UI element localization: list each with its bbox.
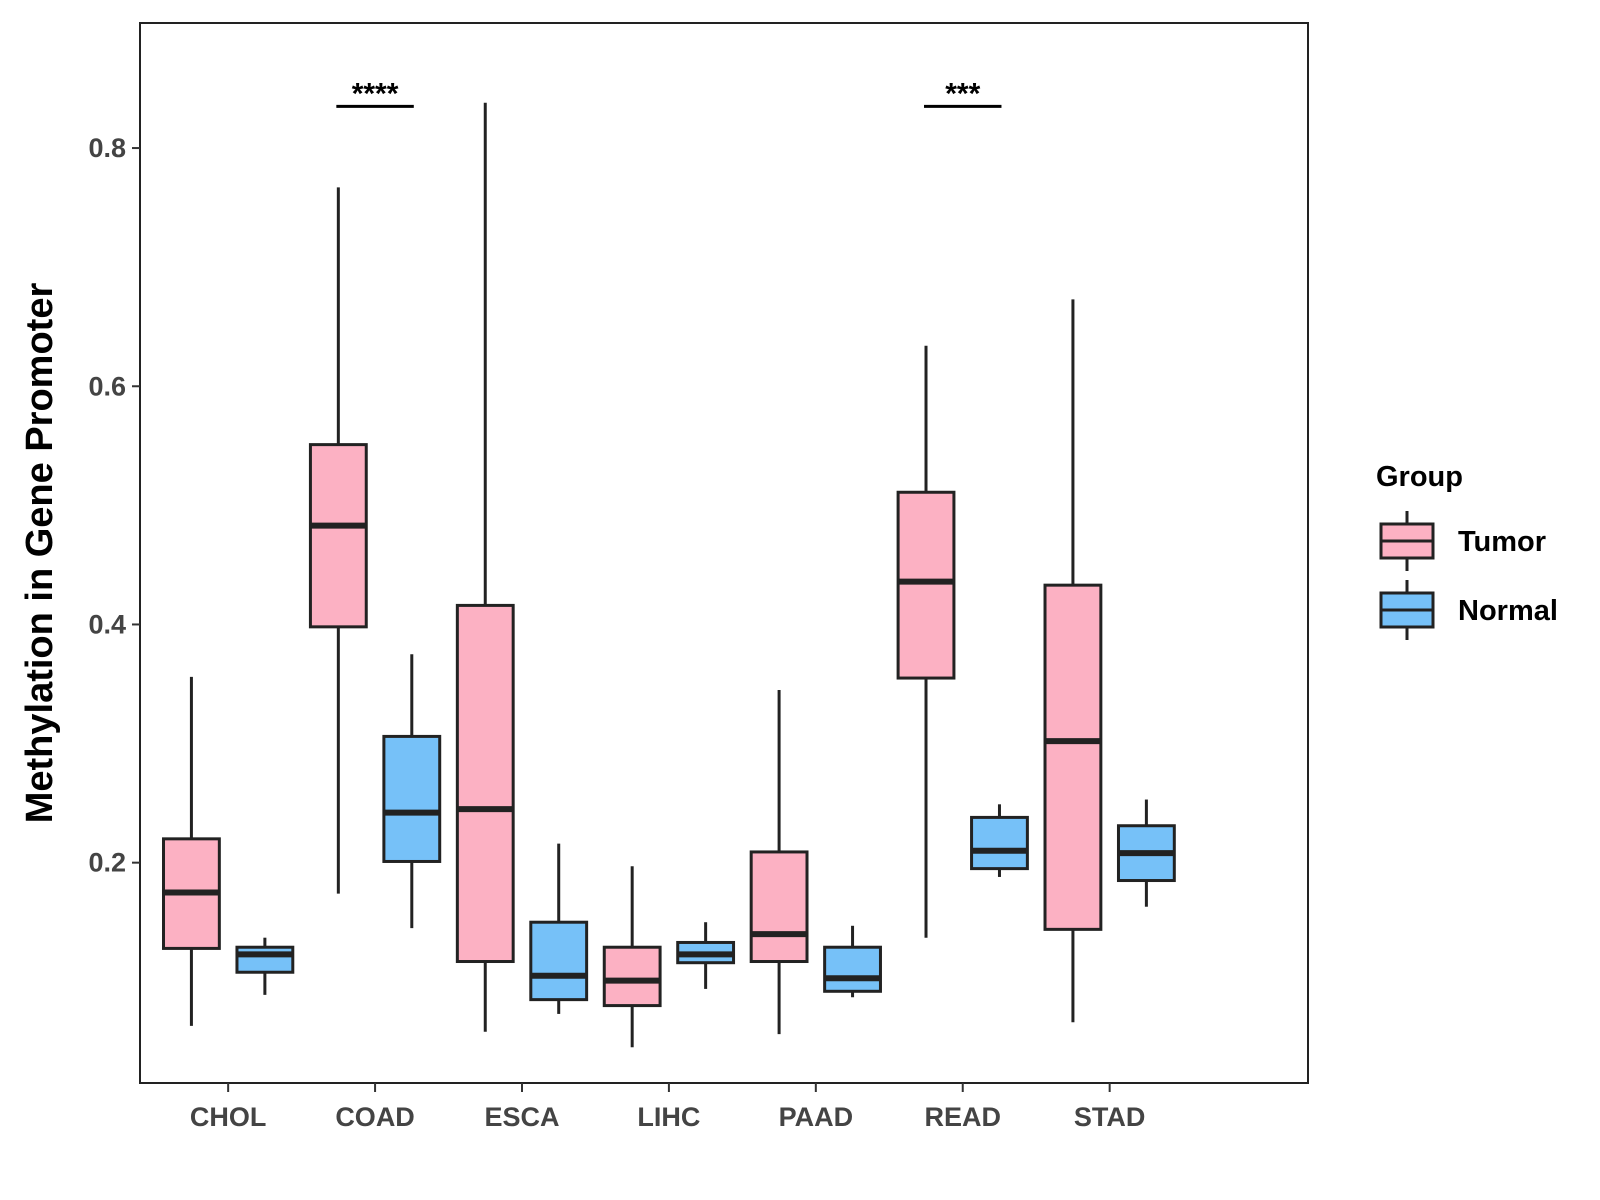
box-layer (162, 102, 1176, 1048)
y-axis: 0.2 0.4 0.6 0.8 (88, 133, 140, 878)
y-tick-label: 0.8 (88, 133, 126, 163)
box-tumor-stad (1043, 299, 1103, 1023)
x-tick-label: READ (924, 1102, 1001, 1132)
x-tick-label: LIHC (637, 1102, 700, 1132)
box-normal-lihc (676, 922, 736, 989)
box-tumor-read (896, 345, 956, 938)
y-tick-label: 0.6 (88, 371, 126, 401)
x-tick-label: CHOL (190, 1102, 267, 1132)
x-tick-label: PAAD (779, 1102, 854, 1132)
x-tick-label: ESCA (484, 1102, 559, 1132)
legend-title: Group (1376, 461, 1463, 493)
box-body (896, 490, 956, 680)
box-body (970, 815, 1029, 871)
box-tumor-coad (308, 187, 368, 894)
box-body (602, 945, 662, 1008)
box-tumor-lihc (602, 866, 662, 1048)
legend-label: Normal (1458, 595, 1558, 627)
legend-item-normal: Normal (1379, 580, 1558, 640)
y-axis-title: Methylation in Gene Promoter (19, 283, 61, 824)
box-normal-coad (382, 654, 442, 929)
y-tick-label: 0.2 (88, 848, 126, 878)
legend-item-tumor: Tumor (1379, 511, 1546, 571)
box-normal-stad (1116, 799, 1176, 907)
x-tick-label: STAD (1074, 1102, 1146, 1132)
box-body (308, 443, 368, 629)
box-normal-chol (235, 937, 295, 995)
box-body (749, 850, 809, 964)
legend: Group Tumor Normal (1376, 461, 1558, 640)
x-axis: CHOL COAD ESCA LIHC PAAD READ STAD (190, 1083, 1146, 1132)
box-tumor-esca (455, 102, 515, 1032)
box-body (235, 945, 295, 974)
box-body (455, 603, 515, 964)
y-tick-label: 0.4 (88, 609, 126, 639)
x-tick-label: COAD (335, 1102, 415, 1132)
significance-annotations: **** *** (336, 77, 1002, 110)
significance-label: **** (352, 77, 399, 110)
box-body (823, 945, 882, 993)
box-body (1043, 583, 1103, 931)
box-normal-read (970, 804, 1029, 877)
significance-label: *** (945, 77, 980, 110)
legend-label: Tumor (1458, 526, 1546, 558)
box-body (529, 920, 589, 1002)
box-tumor-chol (162, 676, 221, 1026)
box-normal-esca (529, 843, 589, 1014)
box-body (382, 734, 442, 863)
box-normal-paad (823, 925, 882, 998)
box-tumor-paad (749, 689, 809, 1035)
